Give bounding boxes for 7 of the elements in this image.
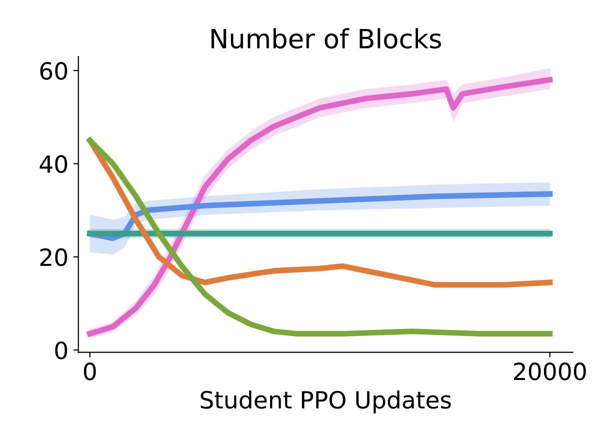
x-tick-label: 20000 xyxy=(514,362,586,380)
y-tick-label: 60 xyxy=(40,62,68,80)
y-tick-label: 40 xyxy=(40,155,68,173)
y-tick-label: 0 xyxy=(55,341,68,360)
chart-title: Number of Blocks xyxy=(212,28,441,49)
x-axis-title: Student PPO Updates xyxy=(200,390,451,414)
y-tick-label: 20 xyxy=(40,248,68,266)
